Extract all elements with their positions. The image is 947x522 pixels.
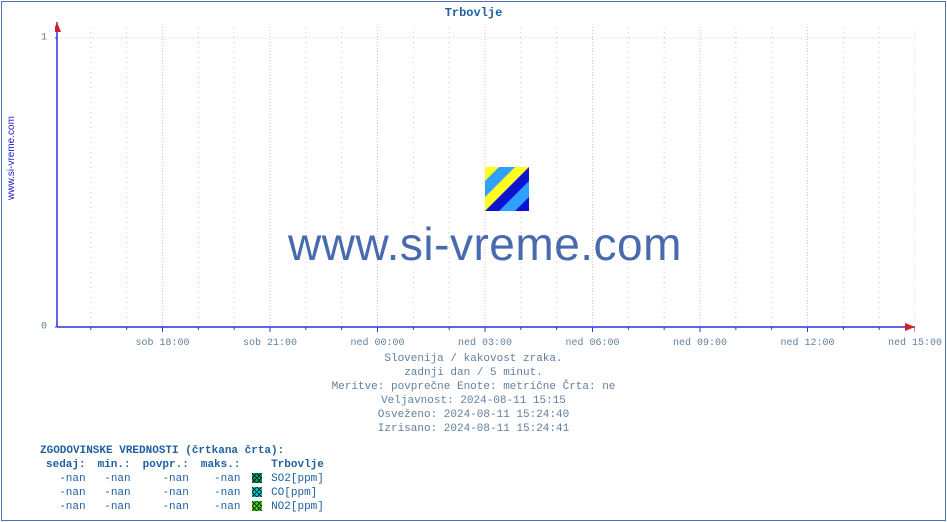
swatch-icon xyxy=(252,487,262,497)
history-val: -nan xyxy=(137,472,195,486)
x-tick-6: ned 12:00 xyxy=(780,338,834,349)
history-val: -nan xyxy=(195,472,247,486)
history-col-min: min.: xyxy=(92,458,137,472)
history-val: -nan xyxy=(40,500,92,514)
history-col-maks: maks.: xyxy=(195,458,247,472)
x-tick-4: ned 06:00 xyxy=(565,338,619,349)
history-val: -nan xyxy=(40,486,92,500)
history-val: -nan xyxy=(195,500,247,514)
history-table: sedaj: min.: povpr.: maks.: Trbovlje -na… xyxy=(40,458,330,514)
watermark-text: www.si-vreme.com xyxy=(55,217,915,271)
chart-title: Trbovlje xyxy=(0,6,947,20)
y-tick-1: 1 xyxy=(41,33,47,44)
chart-meta-block: Slovenija / kakovost zraka. zadnji dan /… xyxy=(0,352,947,436)
history-block: ZGODOVINSKE VREDNOSTI (črtkana črta): se… xyxy=(40,444,330,514)
x-tick-2: ned 00:00 xyxy=(350,338,404,349)
swatch-icon xyxy=(252,501,262,511)
history-val: -nan xyxy=(92,500,137,514)
history-row: -nan -nan -nan -nan CO[ppm] xyxy=(40,486,330,500)
x-tick-7: ned 15:00 xyxy=(888,338,942,349)
site-vertical-label: www.si-vreme.com xyxy=(6,116,17,200)
history-label: NO2[ppm] xyxy=(246,500,329,514)
history-label: SO2[ppm] xyxy=(246,472,329,486)
meta-line-1: Slovenija / kakovost zraka. xyxy=(0,352,947,366)
history-location: Trbovlje xyxy=(271,459,324,471)
history-val: -nan xyxy=(92,472,137,486)
history-col-sedaj: sedaj: xyxy=(40,458,92,472)
history-val: -nan xyxy=(195,486,247,500)
meta-line-6: Izrisano: 2024-08-11 15:24:41 xyxy=(0,422,947,436)
watermark-logo xyxy=(485,167,529,211)
x-tick-0: sob 18:00 xyxy=(135,338,189,349)
swatch-icon xyxy=(252,473,262,483)
history-val: -nan xyxy=(137,486,195,500)
history-series-label: SO2[ppm] xyxy=(271,473,324,485)
x-tick-3: ned 03:00 xyxy=(458,338,512,349)
x-tick-1: sob 21:00 xyxy=(243,338,297,349)
history-row: -nan -nan -nan -nan SO2[ppm] xyxy=(40,472,330,486)
history-series-label: NO2[ppm] xyxy=(271,501,324,513)
history-col-povpr: povpr.: xyxy=(137,458,195,472)
history-heading: ZGODOVINSKE VREDNOSTI (črtkana črta): xyxy=(40,444,330,458)
history-val: -nan xyxy=(40,472,92,486)
meta-line-2: zadnji dan / 5 minut. xyxy=(0,366,947,380)
history-series-label: CO[ppm] xyxy=(271,487,317,499)
history-val: -nan xyxy=(92,486,137,500)
meta-line-3: Meritve: povprečne Enote: metrične Črta:… xyxy=(0,380,947,394)
y-tick-0: 0 xyxy=(41,322,47,333)
x-tick-5: ned 09:00 xyxy=(673,338,727,349)
history-header-row: sedaj: min.: povpr.: maks.: Trbovlje xyxy=(40,458,330,472)
history-val: -nan xyxy=(137,500,195,514)
chart-plot-area: 0 1 sob 18:00 sob 21:00 ned 00:00 ned 03… xyxy=(55,22,915,332)
history-row: -nan -nan -nan -nan NO2[ppm] xyxy=(40,500,330,514)
history-col-loc: Trbovlje xyxy=(246,458,329,472)
history-label: CO[ppm] xyxy=(246,486,329,500)
meta-line-4: Veljavnost: 2024-08-11 15:15 xyxy=(0,394,947,408)
meta-line-5: Osveženo: 2024-08-11 15:24:40 xyxy=(0,408,947,422)
